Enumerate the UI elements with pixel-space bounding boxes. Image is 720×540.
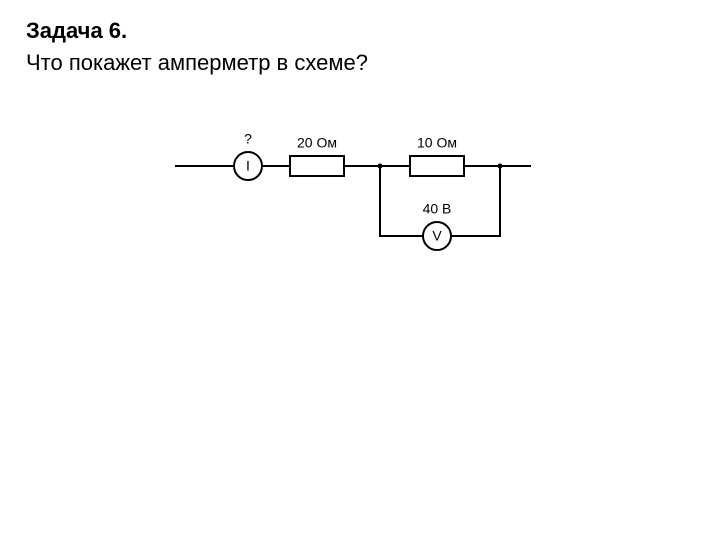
node-mid [378, 164, 383, 169]
ammeter-query: ? [244, 131, 252, 147]
resistor-1 [290, 156, 344, 176]
problem-title: Задача 6. [26, 18, 694, 44]
problem-question: Что покажет амперметр в схеме? [26, 50, 694, 76]
voltmeter-symbol: V [432, 228, 442, 244]
circuit-diagram: I? 20 Ом 10 Ом V 40 B [26, 106, 694, 296]
resistor-1-label: 20 Ом [297, 135, 337, 151]
ammeter-symbol: I [246, 158, 250, 174]
voltmeter-label: 40 B [423, 201, 452, 217]
resistor-2-label: 10 Ом [417, 135, 457, 151]
circuit-svg: I? 20 Ом 10 Ом V 40 B [160, 106, 560, 296]
node-right [498, 164, 503, 169]
resistor-2 [410, 156, 464, 176]
